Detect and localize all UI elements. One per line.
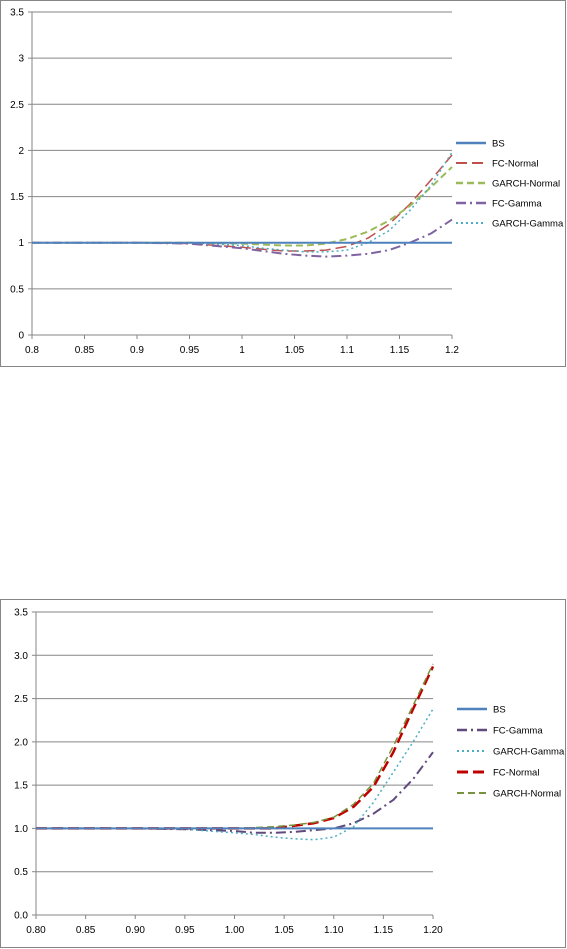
chart-2-x-tick-label: 0.85 xyxy=(76,925,96,936)
chart-2-x-tick-label: 0.95 xyxy=(175,925,195,936)
chart-1-x-tick-label: 1.15 xyxy=(390,345,410,356)
chart-1-legend-label: FC-Normal xyxy=(492,159,538,170)
chart-2-x-tick-label: 0.80 xyxy=(26,925,46,936)
chart-2-y-tick-label: 1.5 xyxy=(14,781,28,792)
chart-2-y-tick-label: 0.5 xyxy=(14,867,28,878)
chart-2-x-tick-label: 1.20 xyxy=(423,925,443,936)
chart-2-x-tick-label: 1.10 xyxy=(324,925,344,936)
chart-1-x-tick-label: 1 xyxy=(239,345,245,356)
chart-1-x-tick-label: 1.05 xyxy=(285,345,305,356)
chart-2-series-fc-gamma xyxy=(36,751,434,834)
chart-1-x-tick-label: 0.8 xyxy=(25,345,39,356)
chart-2-legend-label: GARCH-Normal xyxy=(493,789,561,800)
chart-1-y-tick-label: 2.5 xyxy=(10,100,24,111)
chart-1: 0 0.5 1 1.5 2 2.5 3 3.5 0.8 0.85 0.9 0.95 1 1.05 1.1 1.… xyxy=(0,0,566,367)
chart-2-y-tick-label: 2.0 xyxy=(14,737,28,748)
chart-1-series-garch-gamma xyxy=(32,151,453,253)
chart-2-y-tick-label: 3.0 xyxy=(14,651,28,662)
chart-1-series-garch-normal xyxy=(32,166,453,247)
chart-2-y-tick-label: 1.0 xyxy=(14,824,28,835)
chart-2-svg: 0.0 0.5 1.0 1.5 2.0 2.5 3.0 3.5 0.80 0.85 0.90 0.95… xyxy=(14,608,565,937)
chart-2-series-garch-gamma xyxy=(36,708,434,841)
chart-1-legend-label: FC-Gamma xyxy=(492,199,542,210)
chart-2-legend-label: BS xyxy=(493,705,506,716)
chart-2-y-tick-label: 0.0 xyxy=(14,911,28,922)
chart-2-x-tick-label: 1.15 xyxy=(374,925,394,936)
chart-1-y-tick-label: 2 xyxy=(18,146,24,157)
chart-2-y-tick-label: 3.5 xyxy=(14,608,28,619)
chart-1-x-tick-label: 1.1 xyxy=(340,345,354,356)
chart-1-svg: 0 0.5 1 1.5 2 2.5 3 3.5 0.8 0.85 0.9 0.95 1 1.05 1.1 1.… xyxy=(10,8,564,357)
chart-2-x-tick-label: 0.90 xyxy=(126,925,146,936)
chart-1-legend-label: BS xyxy=(492,139,505,150)
chart-2-legend-label: FC-Gamma xyxy=(493,726,543,737)
chart-2-legend-label: GARCH-Gamma xyxy=(493,747,565,758)
chart-1-y-tick-label: 1 xyxy=(18,238,24,249)
chart-2-series-fc-normal xyxy=(36,665,435,830)
chart-1-y-tick-label: 0.5 xyxy=(10,284,24,295)
chart-1-legend-label: GARCH-Normal xyxy=(492,179,560,190)
chart-2-x-tick-label: 1.00 xyxy=(225,925,245,936)
chart-1-y-tick-label: 0 xyxy=(18,331,24,342)
chart-1-x-tick-label: 0.9 xyxy=(130,345,144,356)
chart-2: 0.0 0.5 1.0 1.5 2.0 2.5 3.0 3.5 0.80 0.85 0.90 0.95… xyxy=(0,599,566,948)
chart-1-y-tick-label: 1.5 xyxy=(10,192,24,203)
chart-1-x-tick-label: 0.95 xyxy=(180,345,200,356)
chart-1-y-tick-label: 3.5 xyxy=(10,8,24,19)
chart-2-series-garch-normal xyxy=(36,663,434,830)
chart-2-legend-label: FC-Normal xyxy=(493,768,539,779)
chart-1-x-tick-label: 0.85 xyxy=(75,345,95,356)
chart-2-x-tick-label: 1.05 xyxy=(274,925,294,936)
chart-1-legend-label: GARCH-Gamma xyxy=(492,219,564,230)
chart-1-y-tick-label: 3 xyxy=(18,54,24,65)
chart-1-series-fc-normal xyxy=(32,154,453,252)
chart-2-y-tick-label: 2.5 xyxy=(14,694,28,705)
chart-1-x-tick-label: 1.2 xyxy=(445,345,459,356)
